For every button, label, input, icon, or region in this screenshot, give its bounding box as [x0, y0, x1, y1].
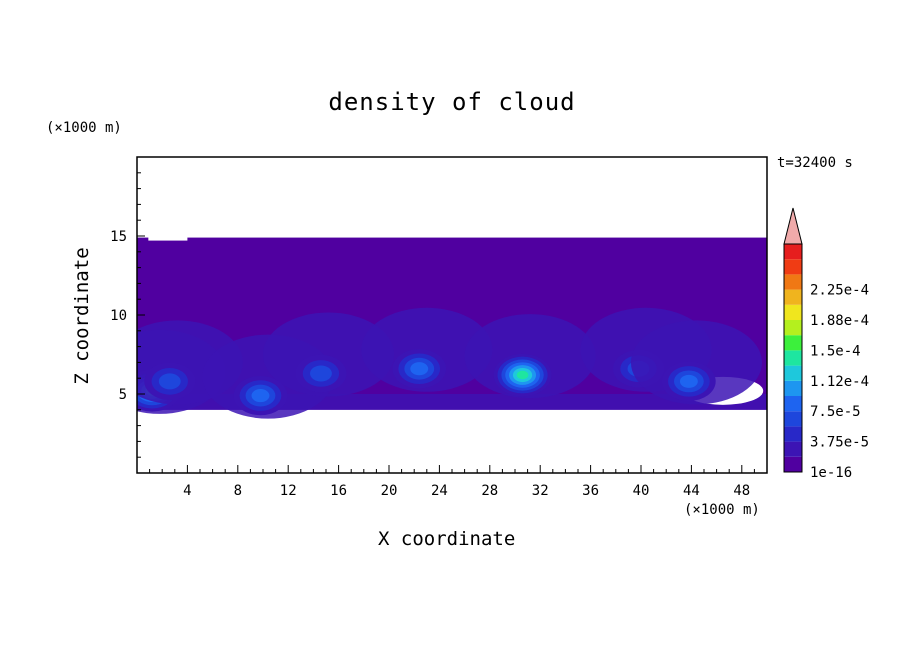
cloud-top-gap	[148, 236, 188, 241]
x-tick-label: 48	[733, 483, 750, 499]
colorbar-frame	[783, 243, 803, 473]
colorbar-swatch	[784, 274, 802, 290]
colorbar-tick-label: 2.25e-4	[810, 283, 869, 299]
cell-level	[410, 362, 429, 376]
x-tick-label: 8	[234, 483, 242, 499]
colorbar-swatch	[784, 335, 802, 351]
cell-level	[310, 365, 332, 382]
x-tick-label: 40	[633, 483, 650, 499]
colorbar-swatch	[784, 244, 802, 260]
cell-level	[158, 373, 181, 390]
x-tick-label: 24	[431, 483, 448, 499]
y-tick-label: 10	[110, 308, 127, 324]
convective-cell	[263, 312, 395, 397]
x-tick-label: 4	[183, 483, 191, 499]
colorbar-swatch	[784, 304, 802, 320]
colorbar-swatch	[784, 365, 802, 381]
colorbar-swatch	[784, 441, 802, 457]
colorbar-swatch	[784, 350, 802, 366]
x-axis-label: X coordinate	[378, 528, 516, 550]
cell-level	[251, 389, 270, 403]
chart-title: density of cloud	[328, 88, 576, 116]
colorbar-tick-label: 1.88e-4	[810, 313, 869, 329]
cell-level	[516, 370, 529, 380]
x-tick-label: 16	[330, 483, 347, 499]
colorbar-tick-label: 1e-16	[810, 465, 852, 481]
colorbar-swatch	[784, 320, 802, 336]
colorbar-swatch	[784, 289, 802, 305]
colorbar-swatch	[784, 456, 802, 472]
colorbar-swatch	[784, 426, 802, 442]
y-tick-label: 5	[119, 387, 127, 403]
x-tick-label: 28	[481, 483, 498, 499]
y-tick-label: 15	[110, 229, 127, 245]
colorbar: 1e-16 3.75e-5 7.5e-5 1.12e-4 1.5e-4 1.88e-4 2.…	[783, 207, 869, 481]
convective-cell	[361, 307, 493, 392]
colorbar-tick-label: 1.5e-4	[810, 343, 861, 359]
colorbar-swatch	[784, 259, 802, 275]
x-tick-label: 32	[532, 483, 549, 499]
colorbar-tick-label: 7.5e-5	[810, 404, 861, 420]
cloud-density-field	[137, 236, 767, 419]
colorbar-swatch	[784, 396, 802, 412]
colorbar-overflow-triangle	[783, 207, 803, 245]
x-tick-label: 44	[683, 483, 700, 499]
cell-level	[679, 374, 698, 388]
x-tick-label: 12	[280, 483, 297, 499]
colorbar-swatch	[784, 380, 802, 396]
time-stamp: t=32400 s	[777, 155, 853, 171]
x-axis-unit: (×1000 m)	[684, 502, 760, 518]
colorbar-tick-label: 3.75e-5	[810, 435, 869, 451]
y-axis-unit: (×1000 m)	[46, 120, 122, 136]
x-tick-label: 36	[582, 483, 599, 499]
colorbar-swatch	[784, 411, 802, 427]
y-axis-label: Z coordinate	[71, 247, 93, 385]
colorbar-tick-label: 1.12e-4	[810, 374, 869, 390]
convective-cell	[630, 320, 762, 405]
convective-cell	[464, 314, 596, 399]
x-tick-label: 20	[381, 483, 398, 499]
